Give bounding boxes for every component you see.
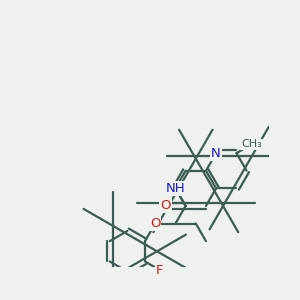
Text: N: N [211, 147, 221, 160]
Text: O: O [160, 200, 171, 212]
Text: F: F [156, 264, 164, 277]
Text: NH: NH [166, 182, 185, 195]
Text: O: O [150, 217, 160, 230]
Text: CH₃: CH₃ [241, 140, 262, 149]
